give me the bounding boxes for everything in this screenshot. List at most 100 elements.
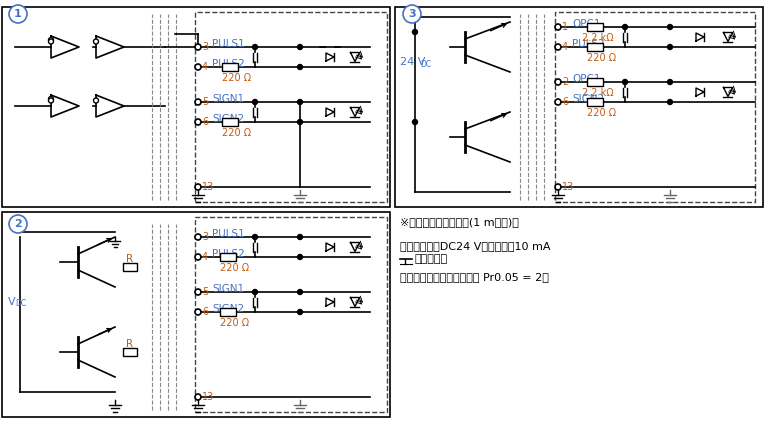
Circle shape [413, 30, 417, 35]
Text: PULS2: PULS2 [212, 249, 245, 259]
Text: 5: 5 [202, 97, 209, 107]
Text: DC: DC [420, 60, 431, 68]
Text: 6: 6 [202, 117, 208, 127]
Circle shape [623, 79, 627, 84]
Circle shape [48, 98, 54, 103]
Circle shape [555, 79, 561, 85]
Text: DC: DC [15, 300, 26, 308]
Bar [587, 98, 603, 106]
Text: SIGN1: SIGN1 [212, 284, 244, 294]
Text: 220 Ω: 220 Ω [222, 73, 251, 83]
Circle shape [298, 44, 302, 49]
Text: ※配线长度，请控制在(1 m以内)。: ※配线长度，请控制在(1 m以内)。 [400, 217, 518, 227]
Circle shape [195, 119, 201, 125]
Text: 为双绞线。: 为双绞线。 [415, 254, 448, 264]
Text: 6: 6 [202, 307, 208, 317]
Circle shape [195, 99, 201, 105]
Text: 2: 2 [14, 219, 22, 229]
Circle shape [413, 119, 417, 124]
Circle shape [252, 100, 258, 105]
Polygon shape [96, 95, 124, 117]
Text: 4: 4 [202, 252, 208, 262]
Bar [123, 348, 137, 356]
Text: 220 Ω: 220 Ω [220, 263, 249, 273]
Bar [220, 253, 236, 261]
Text: PULS2: PULS2 [572, 39, 604, 49]
Circle shape [48, 38, 54, 43]
Bar [587, 78, 603, 86]
Text: V: V [8, 297, 15, 307]
Bar [195, 12, 387, 202]
Circle shape [298, 65, 302, 70]
Circle shape [555, 44, 561, 50]
Text: PULS1: PULS1 [212, 39, 245, 49]
Circle shape [195, 64, 201, 70]
Text: 24 V: 24 V [400, 57, 426, 67]
Circle shape [94, 39, 98, 44]
Circle shape [9, 5, 27, 23]
Circle shape [667, 44, 673, 49]
Text: 最大输入电压DC24 V　额定电六10 mA: 最大输入电压DC24 V 额定电六10 mA [400, 241, 551, 251]
Text: 1: 1 [562, 22, 568, 32]
Bar [222, 63, 238, 71]
Text: PULS2: PULS2 [212, 59, 245, 69]
Bar [123, 263, 137, 271]
Text: 13: 13 [202, 392, 214, 402]
Circle shape [252, 44, 258, 49]
Circle shape [555, 184, 561, 190]
Circle shape [94, 98, 98, 103]
Bar [195, 217, 387, 412]
Circle shape [252, 289, 258, 295]
Text: OPC1: OPC1 [572, 74, 601, 84]
Text: PULS1: PULS1 [212, 229, 245, 239]
Text: 6: 6 [562, 97, 568, 107]
Polygon shape [723, 87, 732, 97]
Circle shape [195, 234, 201, 240]
Text: 220 Ω: 220 Ω [220, 318, 249, 328]
Bar [555, 12, 755, 202]
Circle shape [195, 254, 201, 260]
Polygon shape [351, 298, 360, 306]
Text: 5: 5 [202, 287, 209, 297]
Bar [395, 7, 763, 207]
Text: 220 Ω: 220 Ω [222, 128, 251, 138]
Bar [222, 118, 238, 126]
Polygon shape [351, 52, 360, 62]
Circle shape [48, 97, 54, 102]
Text: 4: 4 [202, 62, 208, 72]
Text: 220 Ω: 220 Ω [587, 108, 616, 118]
Text: 3: 3 [202, 42, 208, 52]
Circle shape [9, 215, 27, 233]
Bar [220, 308, 236, 316]
Text: 2.2 kΩ: 2.2 kΩ [582, 33, 614, 43]
Circle shape [298, 100, 302, 105]
Circle shape [298, 289, 302, 295]
Polygon shape [723, 32, 732, 41]
Text: 3: 3 [202, 232, 208, 242]
Text: 2: 2 [562, 77, 568, 87]
Bar [2, 212, 390, 417]
Circle shape [195, 289, 201, 295]
Text: 3: 3 [408, 9, 416, 19]
Circle shape [252, 235, 258, 240]
Text: SIGN2: SIGN2 [212, 114, 244, 124]
Circle shape [667, 24, 673, 30]
Circle shape [298, 235, 302, 240]
Circle shape [48, 39, 54, 44]
Text: 13: 13 [562, 182, 574, 192]
Text: R: R [126, 339, 133, 349]
Bar [2, 7, 390, 207]
Text: SIGN1: SIGN1 [212, 94, 244, 104]
Circle shape [298, 119, 302, 124]
Circle shape [667, 79, 673, 84]
Text: SIGN2: SIGN2 [572, 94, 604, 104]
Circle shape [195, 184, 201, 190]
Text: OPC1: OPC1 [572, 19, 601, 29]
Circle shape [195, 309, 201, 315]
Circle shape [555, 99, 561, 105]
Text: 13: 13 [202, 182, 214, 192]
Polygon shape [96, 36, 124, 58]
Text: 2.2 kΩ: 2.2 kΩ [582, 88, 614, 98]
Polygon shape [51, 95, 79, 117]
Circle shape [195, 44, 201, 50]
